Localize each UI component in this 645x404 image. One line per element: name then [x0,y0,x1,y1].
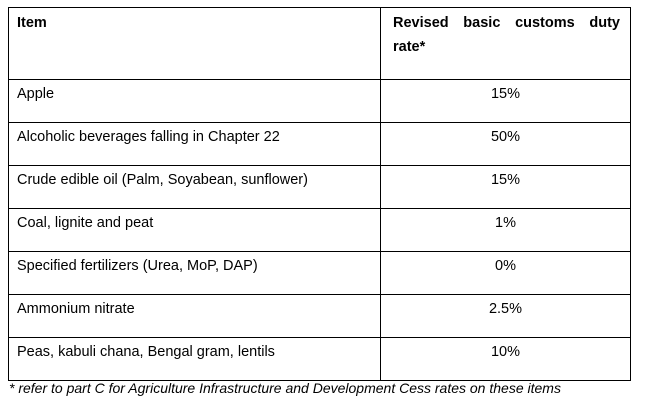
header-item: Item [8,7,381,80]
row-rate: 0% [380,251,631,295]
table-row: Alcoholic beverages falling in Chapter 2… [8,122,631,166]
row-rate: 1% [380,208,631,252]
row-rate: 10% [380,337,631,381]
table-row: Coal, lignite and peat 1% [8,208,631,252]
footnote: * refer to part C for Agriculture Infras… [9,380,561,396]
row-item: Ammonium nitrate [8,294,381,338]
row-rate: 2.5% [380,294,631,338]
table-row: Ammonium nitrate 2.5% [8,294,631,338]
row-item: Peas, kabuli chana, Bengal gram, lentils [8,337,381,381]
row-item: Coal, lignite and peat [8,208,381,252]
row-rate: 15% [380,165,631,209]
table-row: Specified fertilizers (Urea, MoP, DAP) 0… [8,251,631,295]
customs-duty-table: Item Revised basic customs duty rate* Ap… [8,7,631,381]
table-row: Peas, kabuli chana, Bengal gram, lentils… [8,337,631,381]
row-item: Apple [8,79,381,123]
row-item: Alcoholic beverages falling in Chapter 2… [8,122,381,166]
row-rate: 50% [380,122,631,166]
row-rate: 15% [380,79,631,123]
row-item: Crude edible oil (Palm, Soyabean, sunflo… [8,165,381,209]
table-row: Apple 15% [8,79,631,123]
table-header-row: Item Revised basic customs duty rate* [8,7,631,80]
table-row: Crude edible oil (Palm, Soyabean, sunflo… [8,165,631,209]
header-rate: Revised basic customs duty rate* [380,7,631,80]
row-item: Specified fertilizers (Urea, MoP, DAP) [8,251,381,295]
